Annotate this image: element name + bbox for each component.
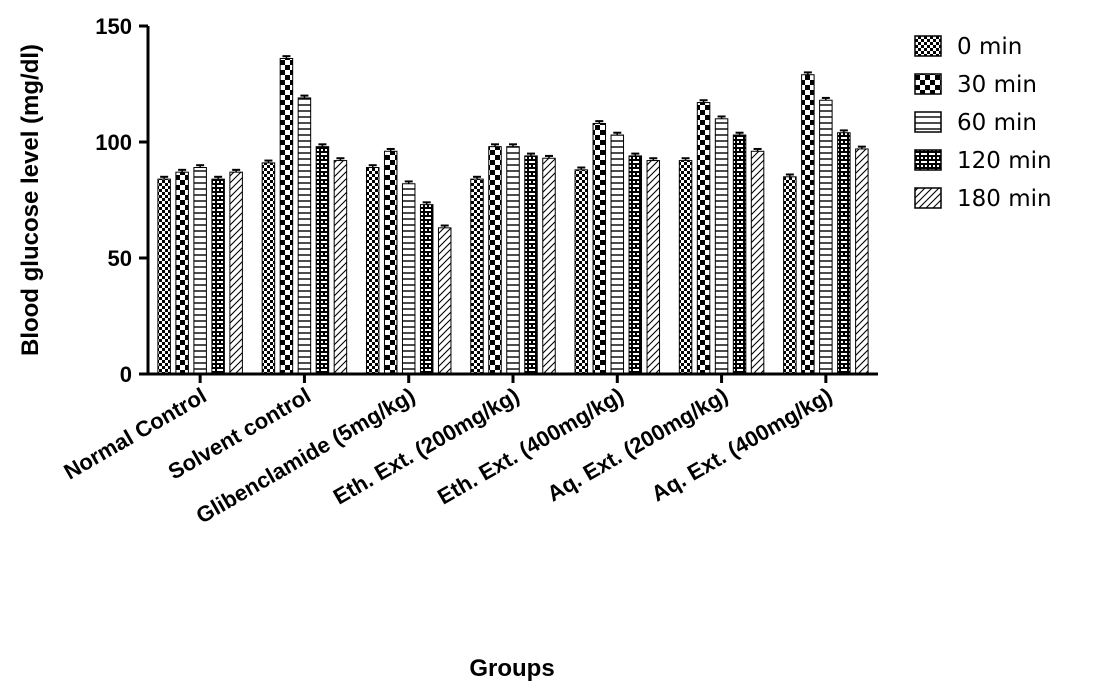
bar-60-min-0 bbox=[193, 167, 207, 375]
x-category-label: Aq. Ext. (400mg/kg) bbox=[647, 383, 836, 507]
legend-swatch bbox=[914, 187, 942, 209]
bar-30-min-2 bbox=[383, 150, 398, 375]
bar-180-min-5 bbox=[750, 150, 765, 375]
bar-120-min-5 bbox=[732, 134, 747, 375]
bar-30-min-1 bbox=[279, 57, 294, 375]
x-category-label: Eth. Ext. (200mg/kg) bbox=[329, 383, 524, 510]
bar-180-min-3 bbox=[542, 157, 556, 375]
bar-60-min-4 bbox=[610, 134, 625, 375]
legend-swatch bbox=[914, 73, 942, 95]
bar-180-min-2 bbox=[437, 227, 452, 375]
bar-60-min-1 bbox=[297, 97, 312, 375]
bar-60-min-5 bbox=[714, 118, 729, 375]
bar-0-min-0 bbox=[157, 178, 171, 375]
bar-0-min-1 bbox=[261, 162, 276, 375]
y-tick-label: 150 bbox=[95, 14, 132, 39]
bar-30-min-5 bbox=[696, 102, 711, 375]
y-tick-label: 50 bbox=[108, 246, 132, 271]
bar-120-min-6 bbox=[837, 132, 851, 375]
bar-120-min-3 bbox=[524, 155, 538, 375]
bar-180-min-0 bbox=[229, 171, 243, 375]
bar-0-min-2 bbox=[365, 167, 380, 375]
x-category-label: Eth. Ext. (400mg/kg) bbox=[433, 383, 628, 510]
legend-label: 30 min bbox=[957, 72, 1037, 98]
bar-30-min-3 bbox=[488, 146, 502, 375]
bar-60-min-3 bbox=[506, 146, 520, 375]
legend: 0 min 30 min 60 min 120 min 180 min bbox=[914, 34, 1052, 212]
y-ticks-group: 0 50 100 150 bbox=[95, 14, 148, 387]
bars-group bbox=[157, 55, 869, 375]
bar-0-min-6 bbox=[783, 176, 797, 375]
bar-60-min-2 bbox=[401, 183, 416, 375]
bar-180-min-4 bbox=[646, 160, 661, 375]
bar-180-min-1 bbox=[333, 160, 348, 375]
bar-0-min-4 bbox=[574, 169, 589, 375]
legend-swatch bbox=[914, 149, 942, 171]
bar-120-min-0 bbox=[211, 178, 225, 375]
legend-swatch bbox=[914, 35, 942, 57]
legend-label: 60 min bbox=[957, 110, 1037, 136]
y-tick-label: 100 bbox=[95, 130, 132, 155]
bar-30-min-6 bbox=[801, 74, 815, 375]
bar-0-min-5 bbox=[678, 160, 693, 375]
y-tick-label: 0 bbox=[120, 362, 132, 387]
bar-120-min-2 bbox=[419, 204, 434, 375]
legend-label: 120 min bbox=[957, 148, 1052, 174]
bar-120-min-4 bbox=[628, 155, 643, 375]
legend-label: 180 min bbox=[957, 186, 1052, 212]
legend-label: 0 min bbox=[957, 34, 1022, 60]
bar-120-min-1 bbox=[315, 146, 330, 375]
x-category-label: Aq. Ext. (200mg/kg) bbox=[543, 383, 732, 507]
legend-swatch bbox=[914, 111, 942, 133]
bar-60-min-6 bbox=[819, 99, 833, 375]
bar-180-min-6 bbox=[855, 148, 869, 375]
x-axis-title: Groups bbox=[469, 655, 554, 682]
y-axis-title: Blood glucose level (mg/dl) bbox=[17, 44, 44, 356]
bar-0-min-3 bbox=[470, 178, 484, 375]
bar-30-min-4 bbox=[592, 122, 607, 375]
bar-30-min-0 bbox=[175, 171, 189, 375]
